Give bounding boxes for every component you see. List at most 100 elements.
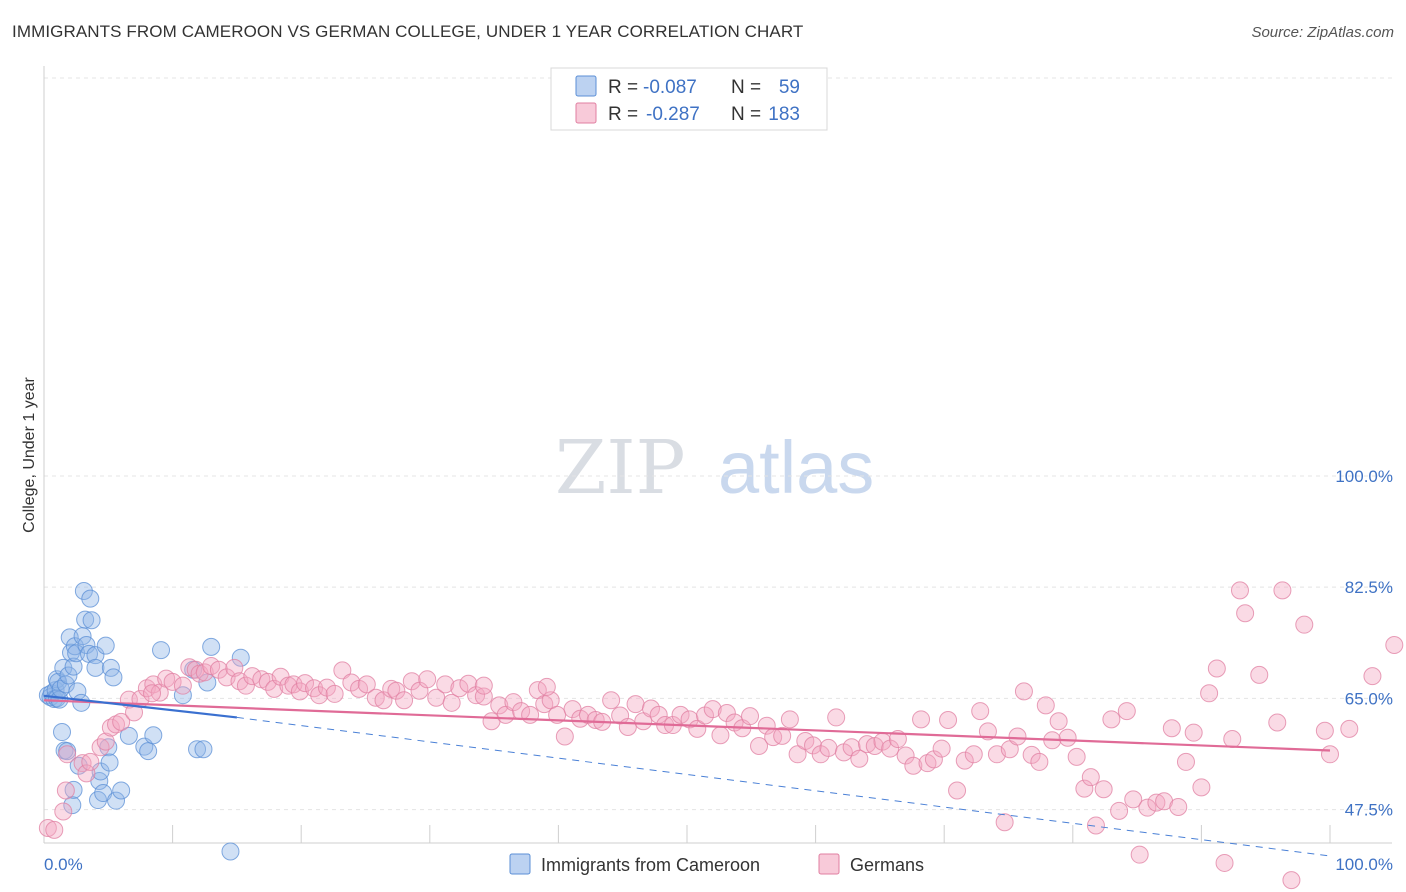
data-point	[333, 661, 352, 680]
data-point	[1075, 779, 1094, 798]
data-point	[1130, 845, 1149, 864]
data-point	[858, 735, 877, 754]
legend-r-value: -0.287	[646, 104, 700, 125]
data-point	[555, 727, 574, 746]
legend-frame	[550, 67, 828, 131]
data-point	[811, 745, 830, 764]
data-point	[948, 781, 967, 800]
data-point	[395, 691, 414, 710]
data-point	[58, 745, 77, 764]
data-point	[96, 732, 115, 751]
data-point	[107, 715, 126, 734]
data-point	[357, 675, 376, 694]
data-point	[1268, 713, 1287, 732]
data-point	[1385, 635, 1404, 654]
y-tick-label: 100.0%	[1335, 467, 1393, 486]
data-point	[1117, 702, 1136, 721]
data-point	[850, 749, 869, 768]
data-point	[104, 668, 123, 687]
data-point	[971, 702, 990, 721]
data-point	[152, 641, 171, 660]
data-point	[1340, 719, 1359, 738]
data-point	[1022, 745, 1041, 764]
data-point	[1110, 801, 1129, 820]
data-point	[904, 756, 923, 775]
data-point	[59, 666, 78, 685]
series-germans	[38, 581, 1404, 890]
series-cameroon	[38, 581, 250, 861]
y-tick-label: 47.5%	[1345, 801, 1393, 820]
bottom-legend: Immigrants from Cameroon Germans	[509, 853, 924, 875]
data-point	[73, 754, 92, 773]
data-point	[173, 686, 192, 705]
data-point	[1124, 790, 1143, 809]
data-point	[402, 672, 421, 691]
data-point	[450, 679, 469, 698]
data-point	[112, 781, 131, 800]
data-point	[1207, 659, 1226, 678]
legend-n-value: 183	[768, 104, 800, 125]
x-tick-label-min: 0.0%	[44, 855, 83, 874]
data-point	[773, 726, 792, 745]
y-axis-title: College, Under 1 year	[21, 377, 38, 533]
legend-box: R = -0.087 N = 59 R = -0.287 N = 183	[550, 67, 828, 131]
data-point	[436, 675, 455, 694]
data-point	[1067, 747, 1086, 766]
data-point	[819, 738, 838, 757]
chart-title: IMMIGRANTS FROM CAMEROON VS GERMAN COLLE…	[12, 22, 804, 41]
data-point	[1102, 710, 1121, 729]
data-point	[741, 707, 760, 726]
data-point	[932, 739, 951, 758]
data-point	[474, 687, 493, 706]
data-point	[86, 658, 105, 677]
data-point	[1295, 615, 1314, 634]
data-point	[1273, 581, 1292, 600]
data-point	[1192, 778, 1211, 797]
data-point	[1215, 853, 1234, 872]
data-point	[711, 726, 730, 745]
data-point	[788, 745, 807, 764]
data-point	[1200, 684, 1219, 703]
legend-r-label: R =	[608, 77, 638, 98]
legend-r-label: R =	[608, 104, 638, 125]
data-point	[1036, 696, 1055, 715]
data-point	[827, 708, 846, 727]
data-point	[225, 658, 244, 677]
data-point	[1236, 604, 1255, 623]
data-point	[1094, 780, 1113, 799]
data-point	[144, 726, 163, 745]
bottom-legend-label-cameroon: Immigrants from Cameroon	[541, 855, 760, 875]
data-point	[750, 737, 769, 756]
data-point	[143, 684, 162, 703]
data-point	[467, 686, 486, 705]
data-point	[1315, 721, 1334, 740]
data-point	[703, 700, 722, 719]
data-point	[82, 611, 101, 630]
data-point	[1081, 768, 1100, 787]
watermark-atlas: atlas	[718, 426, 874, 509]
legend-swatch-germans	[575, 102, 597, 124]
data-point	[56, 781, 75, 800]
data-point	[77, 764, 96, 783]
data-point	[1162, 719, 1181, 738]
data-point	[618, 717, 637, 736]
y-tick-label: 82.5%	[1345, 578, 1393, 597]
trend-line-germans	[43, 699, 1331, 752]
legend-swatch-cameroon	[575, 75, 597, 97]
data-point	[680, 710, 699, 729]
data-point	[310, 686, 329, 705]
data-point	[325, 684, 344, 703]
data-point	[474, 676, 493, 695]
trend-lines	[43, 694, 1331, 857]
legend-n-label: N =	[731, 77, 761, 98]
data-point	[101, 718, 120, 737]
data-point	[757, 716, 776, 735]
data-point	[521, 705, 540, 724]
data-point	[76, 610, 95, 629]
data-point	[1138, 798, 1157, 817]
data-point	[995, 813, 1014, 832]
data-point	[81, 589, 100, 608]
legend-n-label: N =	[731, 104, 761, 125]
data-point	[1086, 816, 1105, 835]
